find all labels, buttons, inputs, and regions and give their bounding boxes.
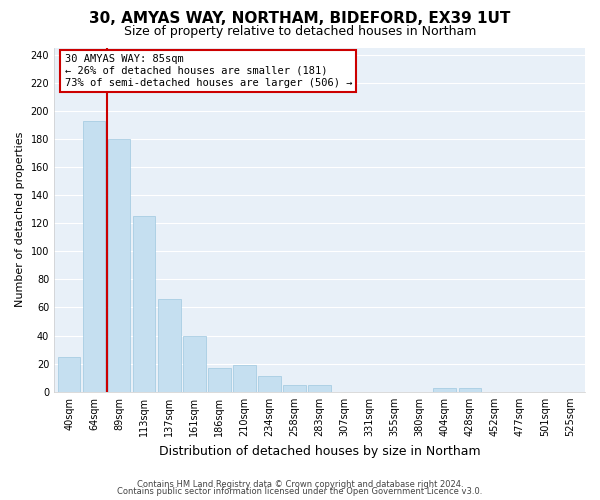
Text: Contains public sector information licensed under the Open Government Licence v3: Contains public sector information licen… xyxy=(118,487,482,496)
Bar xyxy=(158,299,181,392)
Bar xyxy=(283,385,306,392)
Text: 30, AMYAS WAY, NORTHAM, BIDEFORD, EX39 1UT: 30, AMYAS WAY, NORTHAM, BIDEFORD, EX39 1… xyxy=(89,11,511,26)
Bar xyxy=(83,120,106,392)
Text: Contains HM Land Registry data © Crown copyright and database right 2024.: Contains HM Land Registry data © Crown c… xyxy=(137,480,463,489)
Bar xyxy=(458,388,481,392)
Bar xyxy=(433,388,456,392)
Y-axis label: Number of detached properties: Number of detached properties xyxy=(15,132,25,308)
Bar xyxy=(258,376,281,392)
X-axis label: Distribution of detached houses by size in Northam: Distribution of detached houses by size … xyxy=(159,444,481,458)
Text: Size of property relative to detached houses in Northam: Size of property relative to detached ho… xyxy=(124,25,476,38)
Bar xyxy=(133,216,155,392)
Text: 30 AMYAS WAY: 85sqm
← 26% of detached houses are smaller (181)
73% of semi-detac: 30 AMYAS WAY: 85sqm ← 26% of detached ho… xyxy=(65,54,352,88)
Bar xyxy=(208,368,230,392)
Bar xyxy=(183,336,206,392)
Bar xyxy=(308,385,331,392)
Bar xyxy=(58,356,80,392)
Bar xyxy=(233,365,256,392)
Bar xyxy=(108,139,130,392)
